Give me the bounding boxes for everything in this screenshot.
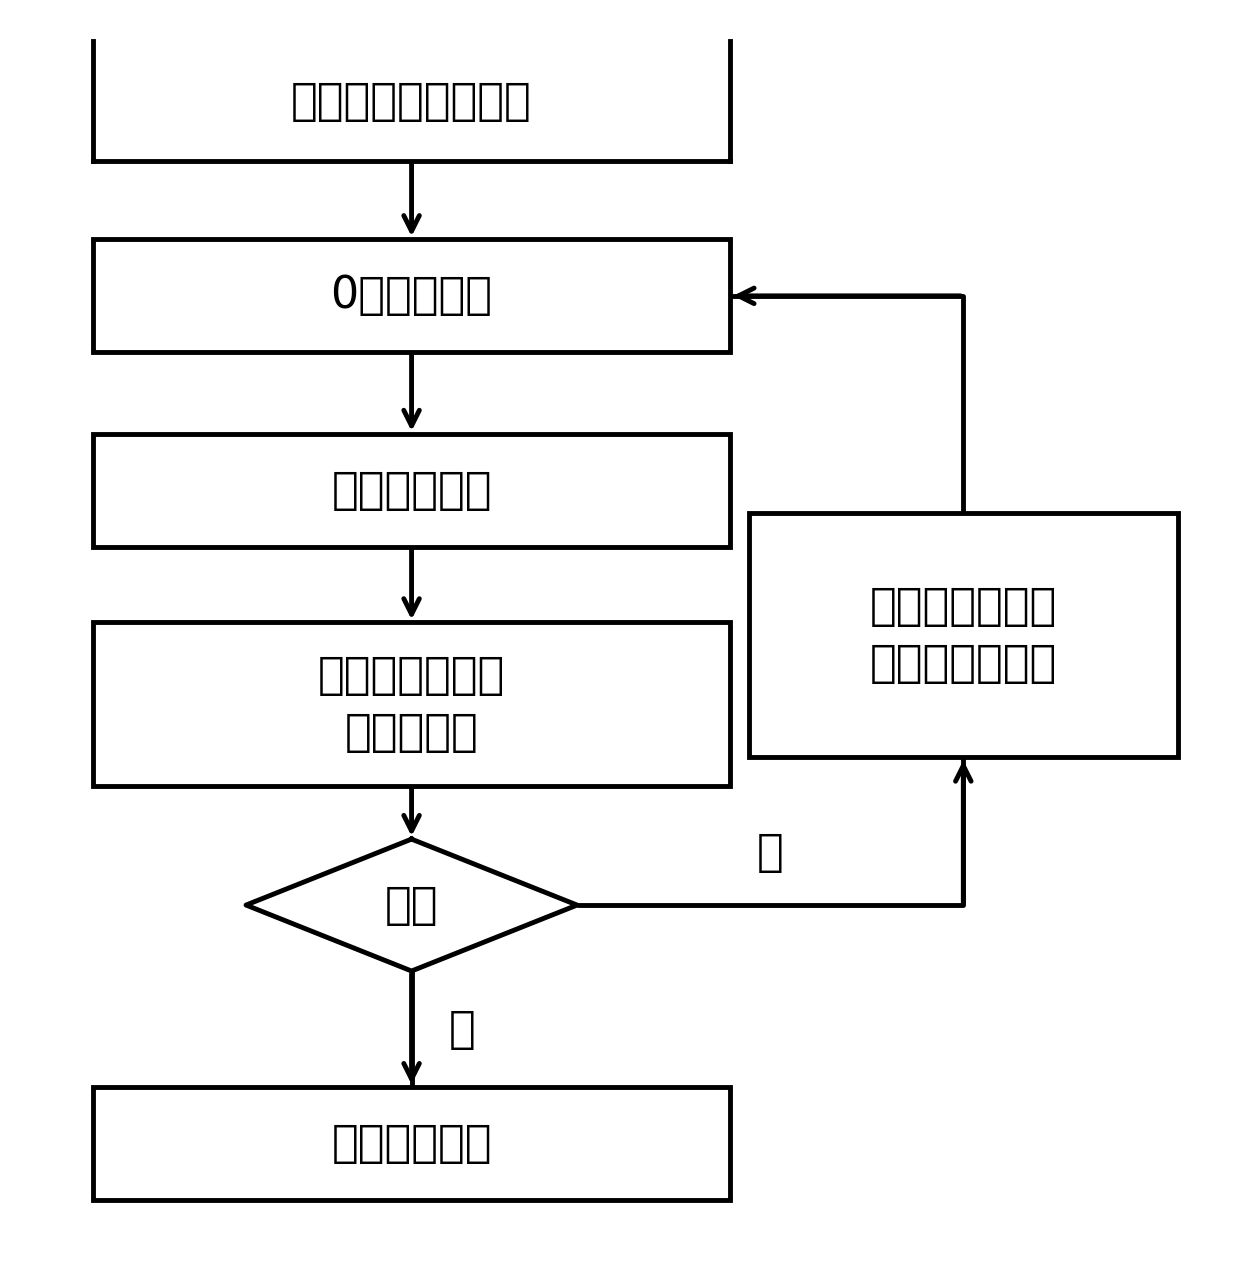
Text: 线性多核学习: 线性多核学习	[331, 469, 492, 512]
Bar	[93, 239, 730, 352]
Polygon shape	[246, 839, 577, 972]
Text: 收敛: 收敛	[384, 884, 438, 927]
Text: 0填充初始化: 0填充初始化	[331, 274, 492, 318]
Bar	[93, 434, 730, 547]
Text: 基于低秩估计的
核补全聚类: 基于低秩估计的 核补全聚类	[317, 654, 505, 754]
Bar	[93, 622, 730, 786]
Text: 是: 是	[449, 1007, 475, 1050]
Text: 否: 否	[756, 831, 784, 874]
Bar	[93, 1087, 730, 1200]
Bar	[749, 513, 1178, 757]
Text: 输出聚类结果: 输出聚类结果	[331, 1123, 492, 1166]
Text: 基核矩阵和多核
联合系数的更新: 基核矩阵和多核 联合系数的更新	[869, 585, 1056, 685]
Text: 缺失的多源异构数据: 缺失的多源异构数据	[291, 80, 532, 123]
